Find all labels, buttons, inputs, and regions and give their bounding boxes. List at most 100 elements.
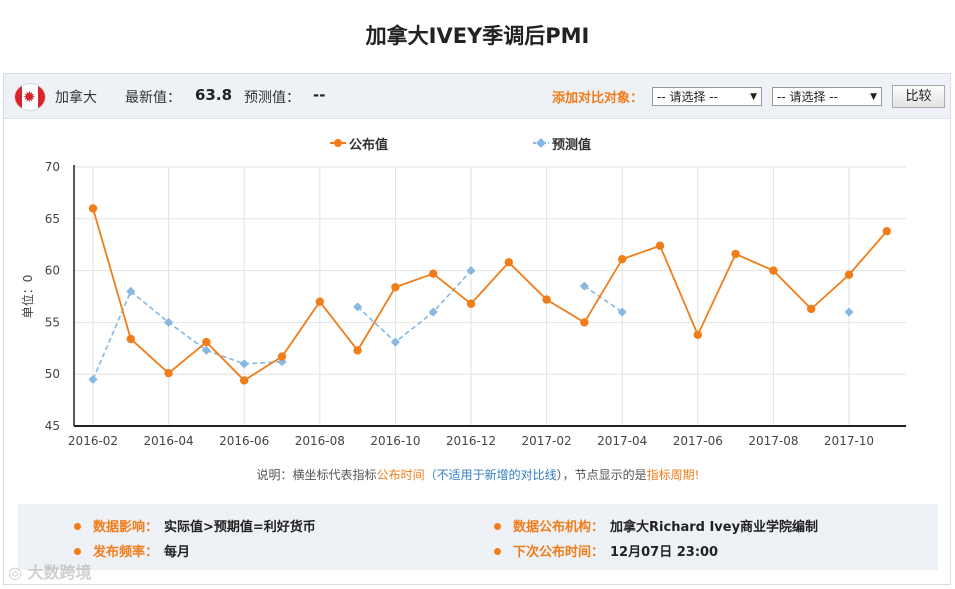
published-point [126,334,135,344]
x-tick-label: 2016-08 [295,434,345,448]
published-point [580,318,589,327]
bullet-icon [494,548,501,555]
bullet-icon [494,523,501,530]
forecast-value-label: 预测值： [244,90,300,106]
published-point [504,258,513,267]
info-organization-label: 数据公布机构： [513,520,605,535]
note-paren-open: （ [424,468,437,482]
note-highlight-time: 公布时间 [376,468,425,482]
info-next-release-label: 下次公布时间： [513,545,605,560]
info-next-release: 下次公布时间： 12月07日 23:00 [494,541,718,560]
note-not-applicable: 不适用于新增的对比线 [436,468,557,482]
y-tick-label: 65 [45,212,60,226]
legend-published-label: 公布值 [349,138,389,153]
forecast-series-line [92,290,283,380]
published-point [391,282,400,292]
legend-forecast-label: 预测值 [552,138,592,153]
published-point [693,330,702,340]
x-tick-label: 2016-02 [68,434,118,448]
y-tick-label: 70 [45,160,60,174]
x-tick-label: 2017-02 [522,434,572,448]
x-tick-label: 2017-10 [824,434,874,448]
info-organization-value: 加拿大Richard Ivey商业学院编制 [610,520,819,535]
forecast-point [88,374,98,384]
compare-button[interactable]: 比较 [892,85,945,108]
note-suffix: ! [694,468,700,482]
legend-item-published[interactable]: 公布值 [329,134,399,153]
published-point [882,227,891,236]
y-tick-label: 60 [45,264,60,278]
chart-note: 说明：横坐标代表指标公布时间（不适用于新增的对比线），节点显示的是指标周期! [4,466,952,483]
latest-value-label: 最新值： [125,90,181,106]
published-point [240,376,249,385]
info-impact: 数据影响： 实际值>预期值=利好货币 [74,516,316,535]
indicator-info-box: 数据影响： 实际值>预期值=利好货币 发布频率： 每月 数据公布机构： 加拿大Rich… [18,504,938,570]
info-frequency: 发布频率： 每月 [74,541,190,560]
legend-published-marker [330,139,346,147]
legend-forecast-marker [533,138,549,148]
x-tick-label: 2016-04 [144,434,194,448]
published-point [466,299,476,308]
published-point [164,368,173,378]
x-tick-label: 2017-04 [597,434,647,448]
line-chart: 45 50 55 60 65 70 2016-02 2016-04 2016-06 2016-08… [20,160,906,448]
y-tick-label: 55 [45,315,60,329]
published-point [315,297,324,306]
legend-item-forecast[interactable]: 预测值 [532,134,602,153]
published-point [542,295,551,304]
x-tick-label: 2017-06 [673,434,723,448]
published-point [807,304,816,314]
latest-value: 63.8 [195,86,233,104]
compare-label: 添加对比对象： [552,91,644,106]
forecast-point [617,307,627,317]
page-title: 加拿大IVEY季调后PMI [365,24,590,48]
forecast-point [201,345,211,355]
x-tick-label: 2016-12 [446,434,496,448]
note-prefix: 说明：横坐标代表指标 [256,468,377,482]
compare-select-1-value: -- 请选择 -- [657,90,718,104]
x-tick-label: 2017-08 [748,434,798,448]
forecast-value: -- [313,86,326,104]
watermark-logo: ◎ 大数跨境 [8,563,92,582]
compare-select-1[interactable]: -- 请选择 -- ▼ [652,87,762,106]
canada-flag-icon: ✹ [14,83,46,111]
published-point [88,204,98,213]
info-frequency-label: 发布频率： [93,545,159,560]
y-axis-label: 单位：0 [20,275,35,319]
forecast-series-line [357,270,472,344]
published-point [202,337,211,347]
info-impact-label: 数据影响： [93,520,159,535]
info-organization: 数据公布机构： 加拿大Richard Ivey商业学院编制 [494,516,818,535]
x-tick-label: 2016-06 [219,434,269,448]
published-point [655,241,665,250]
info-frequency-value: 每月 [164,545,191,560]
info-impact-value: 实际值>预期值=利好货币 [164,520,316,535]
bullet-icon [74,523,81,530]
info-next-release-value: 12月07日 23:00 [610,545,719,560]
forecast-point [239,359,249,369]
x-tick-label: 2016-10 [370,434,420,448]
country-name: 加拿大 [55,90,97,106]
watermark-text: 大数跨境 [27,563,92,582]
chevron-down-icon: ▼ [870,92,877,102]
published-point [277,352,287,361]
bullet-icon [74,548,81,555]
y-tick-label: 45 [45,419,60,433]
y-tick-label: 50 [45,367,60,381]
published-point [731,249,740,259]
published-point [353,346,362,355]
forecast-point [579,281,589,291]
published-point [769,266,778,275]
indicator-header-bar: ✹ 加拿大 最新值： 63.8 预测值： -- 添加对比对象： -- 请选择 -… [4,74,950,119]
published-point [618,255,627,264]
compare-select-2[interactable]: -- 请选择 -- ▼ [772,87,882,106]
published-point [844,270,854,279]
note-paren-close: ），节点显示的是 [556,468,647,482]
published-point [429,269,438,278]
forecast-point [466,266,476,276]
published-series-line [92,208,888,382]
forecast-point [844,307,854,317]
compare-select-2-value: -- 请选择 -- [777,90,838,104]
chart-panel: ✹ 加拿大 最新值： 63.8 预测值： -- 添加对比对象： -- 请选择 -… [3,73,951,585]
note-highlight-period: 指标周期 [646,468,695,482]
